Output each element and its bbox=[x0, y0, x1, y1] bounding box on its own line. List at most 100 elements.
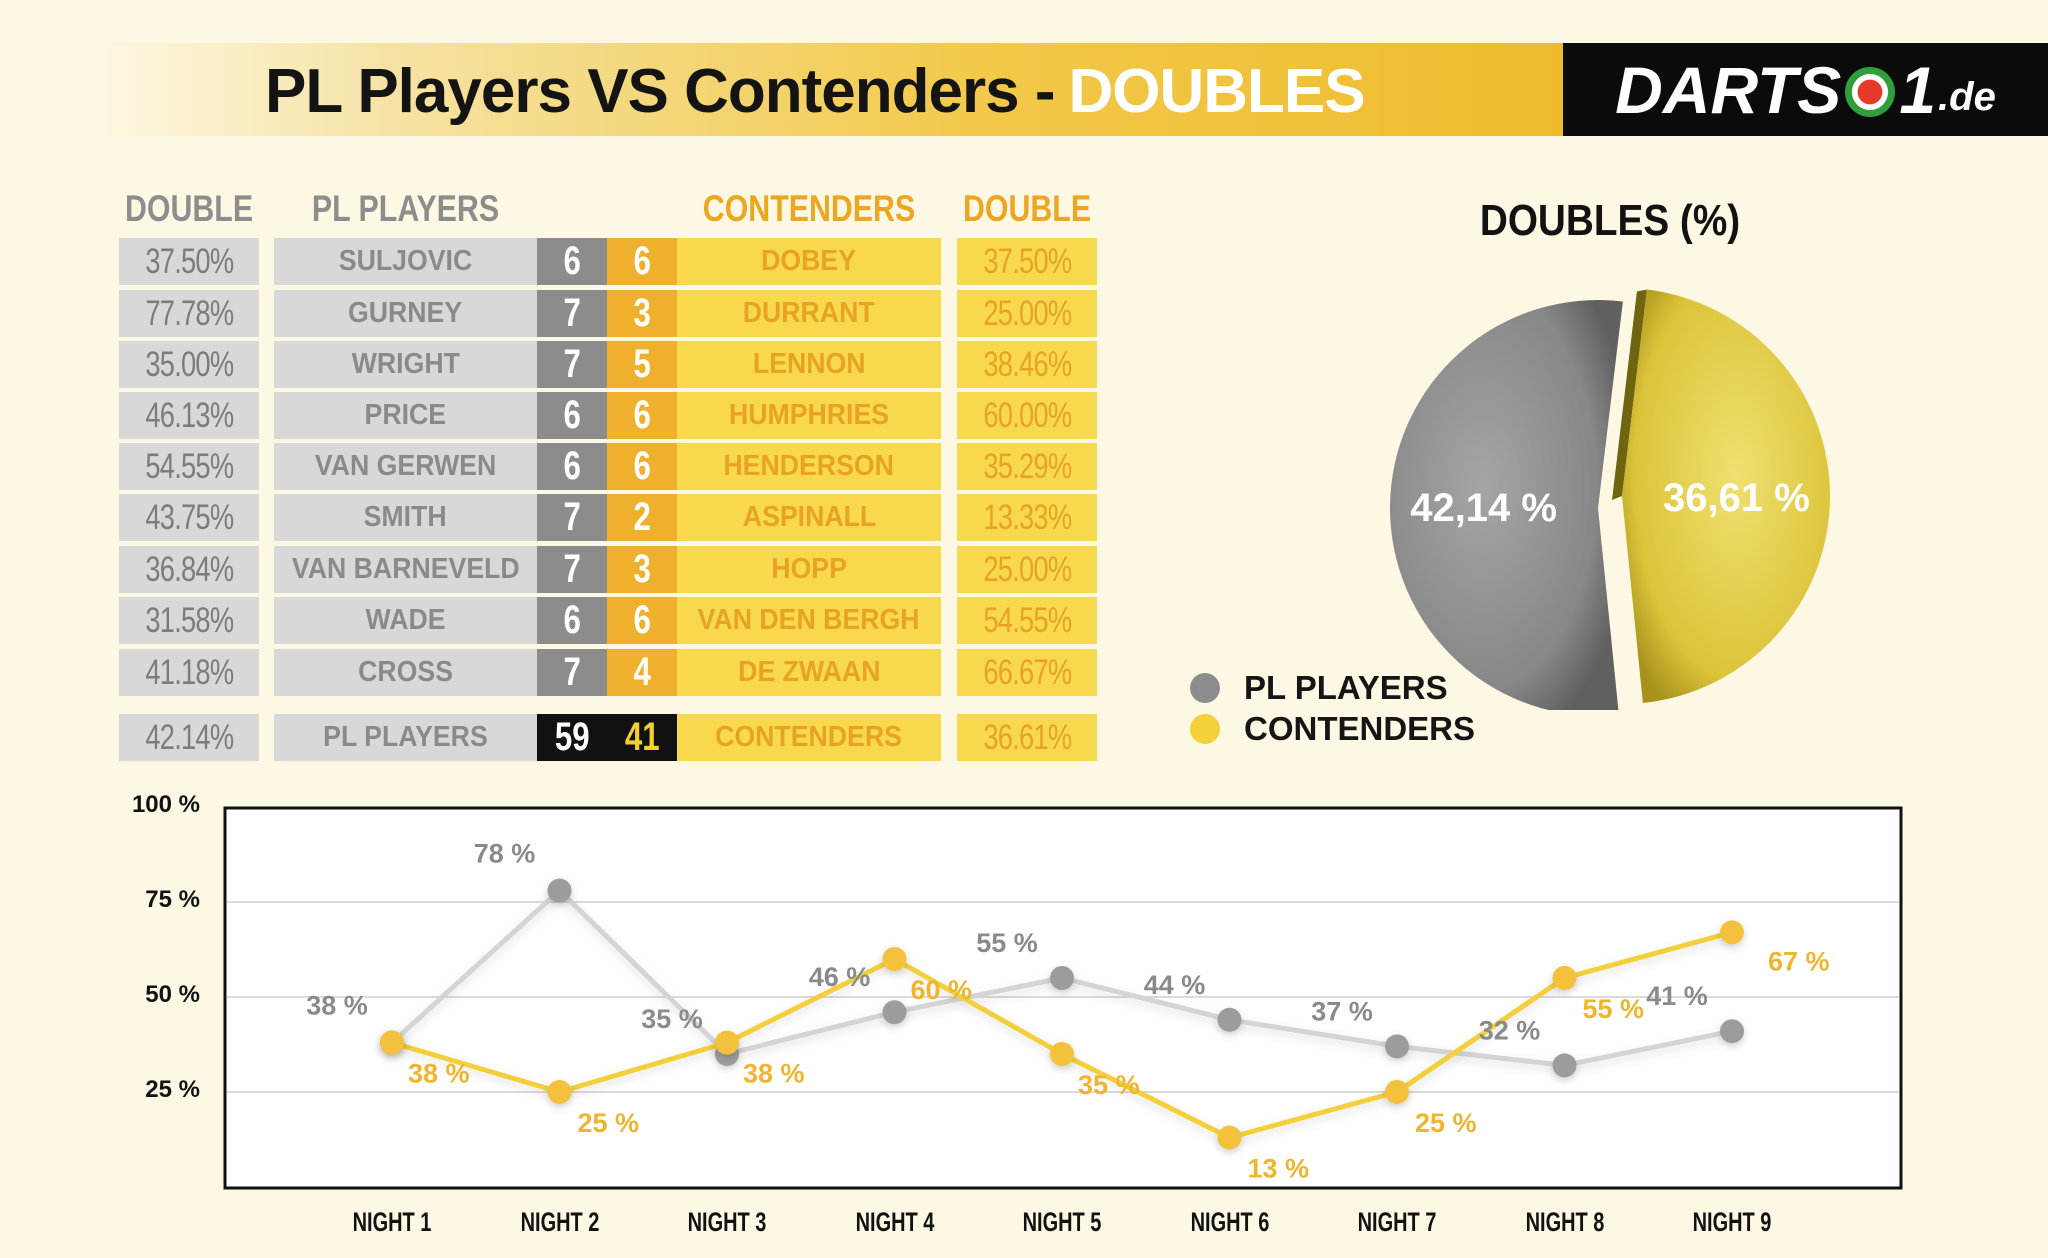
title-banner bbox=[90, 43, 1565, 136]
contenders-data-label: 13 % bbox=[1248, 1154, 1310, 1184]
x-tick-label: NIGHT 5 bbox=[1022, 1207, 1102, 1237]
pl-data-label: 44 % bbox=[1144, 970, 1206, 1000]
contender-name: HOPP bbox=[677, 546, 941, 593]
pl-score: 6 bbox=[537, 392, 607, 439]
pie-slice-contenders bbox=[1622, 289, 1831, 703]
pl-double-pct: 31.58% bbox=[119, 597, 259, 644]
contender-score: 6 bbox=[607, 597, 677, 644]
contenders-data-point bbox=[1385, 1080, 1409, 1104]
pie-label-contenders: 36,61 % bbox=[1663, 476, 1810, 520]
pl-data-point bbox=[1552, 1053, 1577, 1078]
contenders-data-label: 60 % bbox=[911, 975, 973, 1005]
pl-score: 7 bbox=[537, 290, 607, 337]
y-tick-label: 50 % bbox=[145, 981, 200, 1008]
pl-data-point bbox=[1050, 966, 1074, 990]
title-highlight: DOUBLES bbox=[1068, 56, 1365, 126]
contenders-data-point bbox=[1217, 1125, 1242, 1150]
pl-player-name: CROSS bbox=[274, 649, 537, 696]
pl-player-name: PRICE bbox=[274, 392, 537, 439]
header-pl-players: PL PLAYERS bbox=[311, 188, 500, 229]
pl-player-name: WRIGHT bbox=[274, 341, 537, 388]
pl-double-pct: 37.50% bbox=[119, 238, 259, 285]
darts1-logo: DARTS 1 .de bbox=[1563, 43, 2048, 136]
contenders-data-label: 35 % bbox=[1078, 1070, 1140, 1100]
pl-data-point bbox=[882, 1000, 907, 1025]
contender-double-pct: 13.33% bbox=[957, 494, 1097, 541]
contender-name: DURRANT bbox=[677, 290, 941, 337]
legend-swatch-contenders bbox=[1190, 714, 1220, 744]
contender-double-pct: 38.46% bbox=[957, 341, 1097, 388]
contenders-data-point bbox=[715, 1030, 739, 1055]
contenders-data-label: 55 % bbox=[1583, 994, 1645, 1024]
y-tick-label: 75 % bbox=[145, 886, 200, 913]
pl-double-pct: 41.18% bbox=[119, 649, 259, 696]
pl-score: 7 bbox=[537, 546, 607, 593]
contenders-data-point bbox=[882, 947, 907, 971]
contender-score: 3 bbox=[607, 290, 677, 337]
contender-name: DOBEY bbox=[677, 238, 941, 285]
contender-double-pct: 25.00% bbox=[957, 290, 1097, 337]
contender-double-pct: 37.50% bbox=[957, 238, 1097, 285]
x-tick-label: NIGHT 9 bbox=[1692, 1207, 1772, 1237]
pl-data-label: 41 % bbox=[1646, 981, 1708, 1011]
contender-score: 5 bbox=[607, 341, 677, 388]
legend-item-contenders: CONTENDERS bbox=[1190, 709, 1475, 749]
pl-score: 7 bbox=[537, 494, 607, 541]
page-title: PL Players VS Contenders - DOUBLES bbox=[265, 48, 1366, 134]
pl-data-point bbox=[547, 878, 572, 903]
y-tick-label: 100 % bbox=[131, 791, 200, 818]
pl-score: 7 bbox=[537, 341, 607, 388]
pl-double-pct: 46.13% bbox=[119, 392, 259, 439]
contender-name: DE ZWAAN bbox=[677, 649, 941, 696]
contender-double-pct: 66.67% bbox=[957, 649, 1097, 696]
contenders-data-label: 25 % bbox=[578, 1108, 640, 1138]
pl-data-label: 38 % bbox=[306, 991, 368, 1021]
pl-data-point bbox=[1385, 1034, 1409, 1059]
pl-double-pct: 43.75% bbox=[119, 494, 259, 541]
contender-double-pct: 25.00% bbox=[957, 546, 1097, 593]
legend-swatch-pl bbox=[1190, 673, 1220, 703]
pl-data-label: 32 % bbox=[1479, 1015, 1541, 1045]
pl-data-label: 55 % bbox=[976, 928, 1038, 958]
pl-player-name: SMITH bbox=[274, 494, 537, 541]
pie-chart: 42,14 % 36,61 % bbox=[1390, 289, 1831, 710]
contender-double-pct: 36.61% bbox=[957, 714, 1097, 761]
contender-score: 4 bbox=[607, 649, 677, 696]
dartboard-icon bbox=[1845, 66, 1896, 117]
contender-score: 6 bbox=[607, 443, 677, 490]
pie-label-pl-players: 42,14 % bbox=[1410, 486, 1557, 530]
pl-player-name: SULJOVIC bbox=[274, 238, 537, 285]
x-tick-label: NIGHT 2 bbox=[520, 1207, 599, 1237]
pl-data-point bbox=[1217, 1007, 1242, 1032]
contender-name: HENDERSON bbox=[677, 443, 941, 490]
contenders-data-point bbox=[1552, 966, 1577, 990]
contender-score: 41 bbox=[607, 714, 677, 761]
contender-name: LENNON bbox=[677, 341, 941, 388]
contender-score: 6 bbox=[607, 238, 677, 285]
x-tick-label: NIGHT 8 bbox=[1525, 1207, 1604, 1237]
pl-player-name: GURNEY bbox=[274, 290, 537, 337]
contenders-data-label: 38 % bbox=[408, 1059, 470, 1089]
x-tick-label: NIGHT 7 bbox=[1357, 1207, 1437, 1237]
pie-slice-pl-players bbox=[1390, 300, 1623, 710]
contenders-data-point bbox=[547, 1080, 572, 1104]
pl-double-pct: 36.84% bbox=[119, 546, 259, 593]
contender-score: 6 bbox=[607, 392, 677, 439]
contenders-data-point bbox=[1050, 1042, 1074, 1066]
x-tick-label: NIGHT 4 bbox=[855, 1207, 934, 1237]
contender-double-pct: 54.55% bbox=[957, 597, 1097, 644]
pl-player-name: VAN BARNEVELD bbox=[274, 546, 537, 593]
pie-legend: PL PLAYERS CONTENDERS bbox=[1190, 668, 1475, 750]
pl-data-label: 35 % bbox=[641, 1004, 703, 1034]
contender-double-pct: 35.29% bbox=[957, 443, 1097, 490]
header-pl-double: DOUBLE bbox=[124, 188, 254, 229]
pl-double-pct: 54.55% bbox=[119, 443, 259, 490]
header-contenders-double: DOUBLE bbox=[962, 188, 1092, 229]
pie-title: DOUBLES (%) bbox=[1479, 196, 1741, 245]
title-main: PL Players VS Contenders - bbox=[265, 56, 1055, 126]
contender-score: 3 bbox=[607, 546, 677, 593]
legend-label-pl: PL PLAYERS bbox=[1244, 669, 1448, 706]
line-chart-frame bbox=[223, 806, 1903, 1190]
pl-player-name: WADE bbox=[274, 597, 537, 644]
